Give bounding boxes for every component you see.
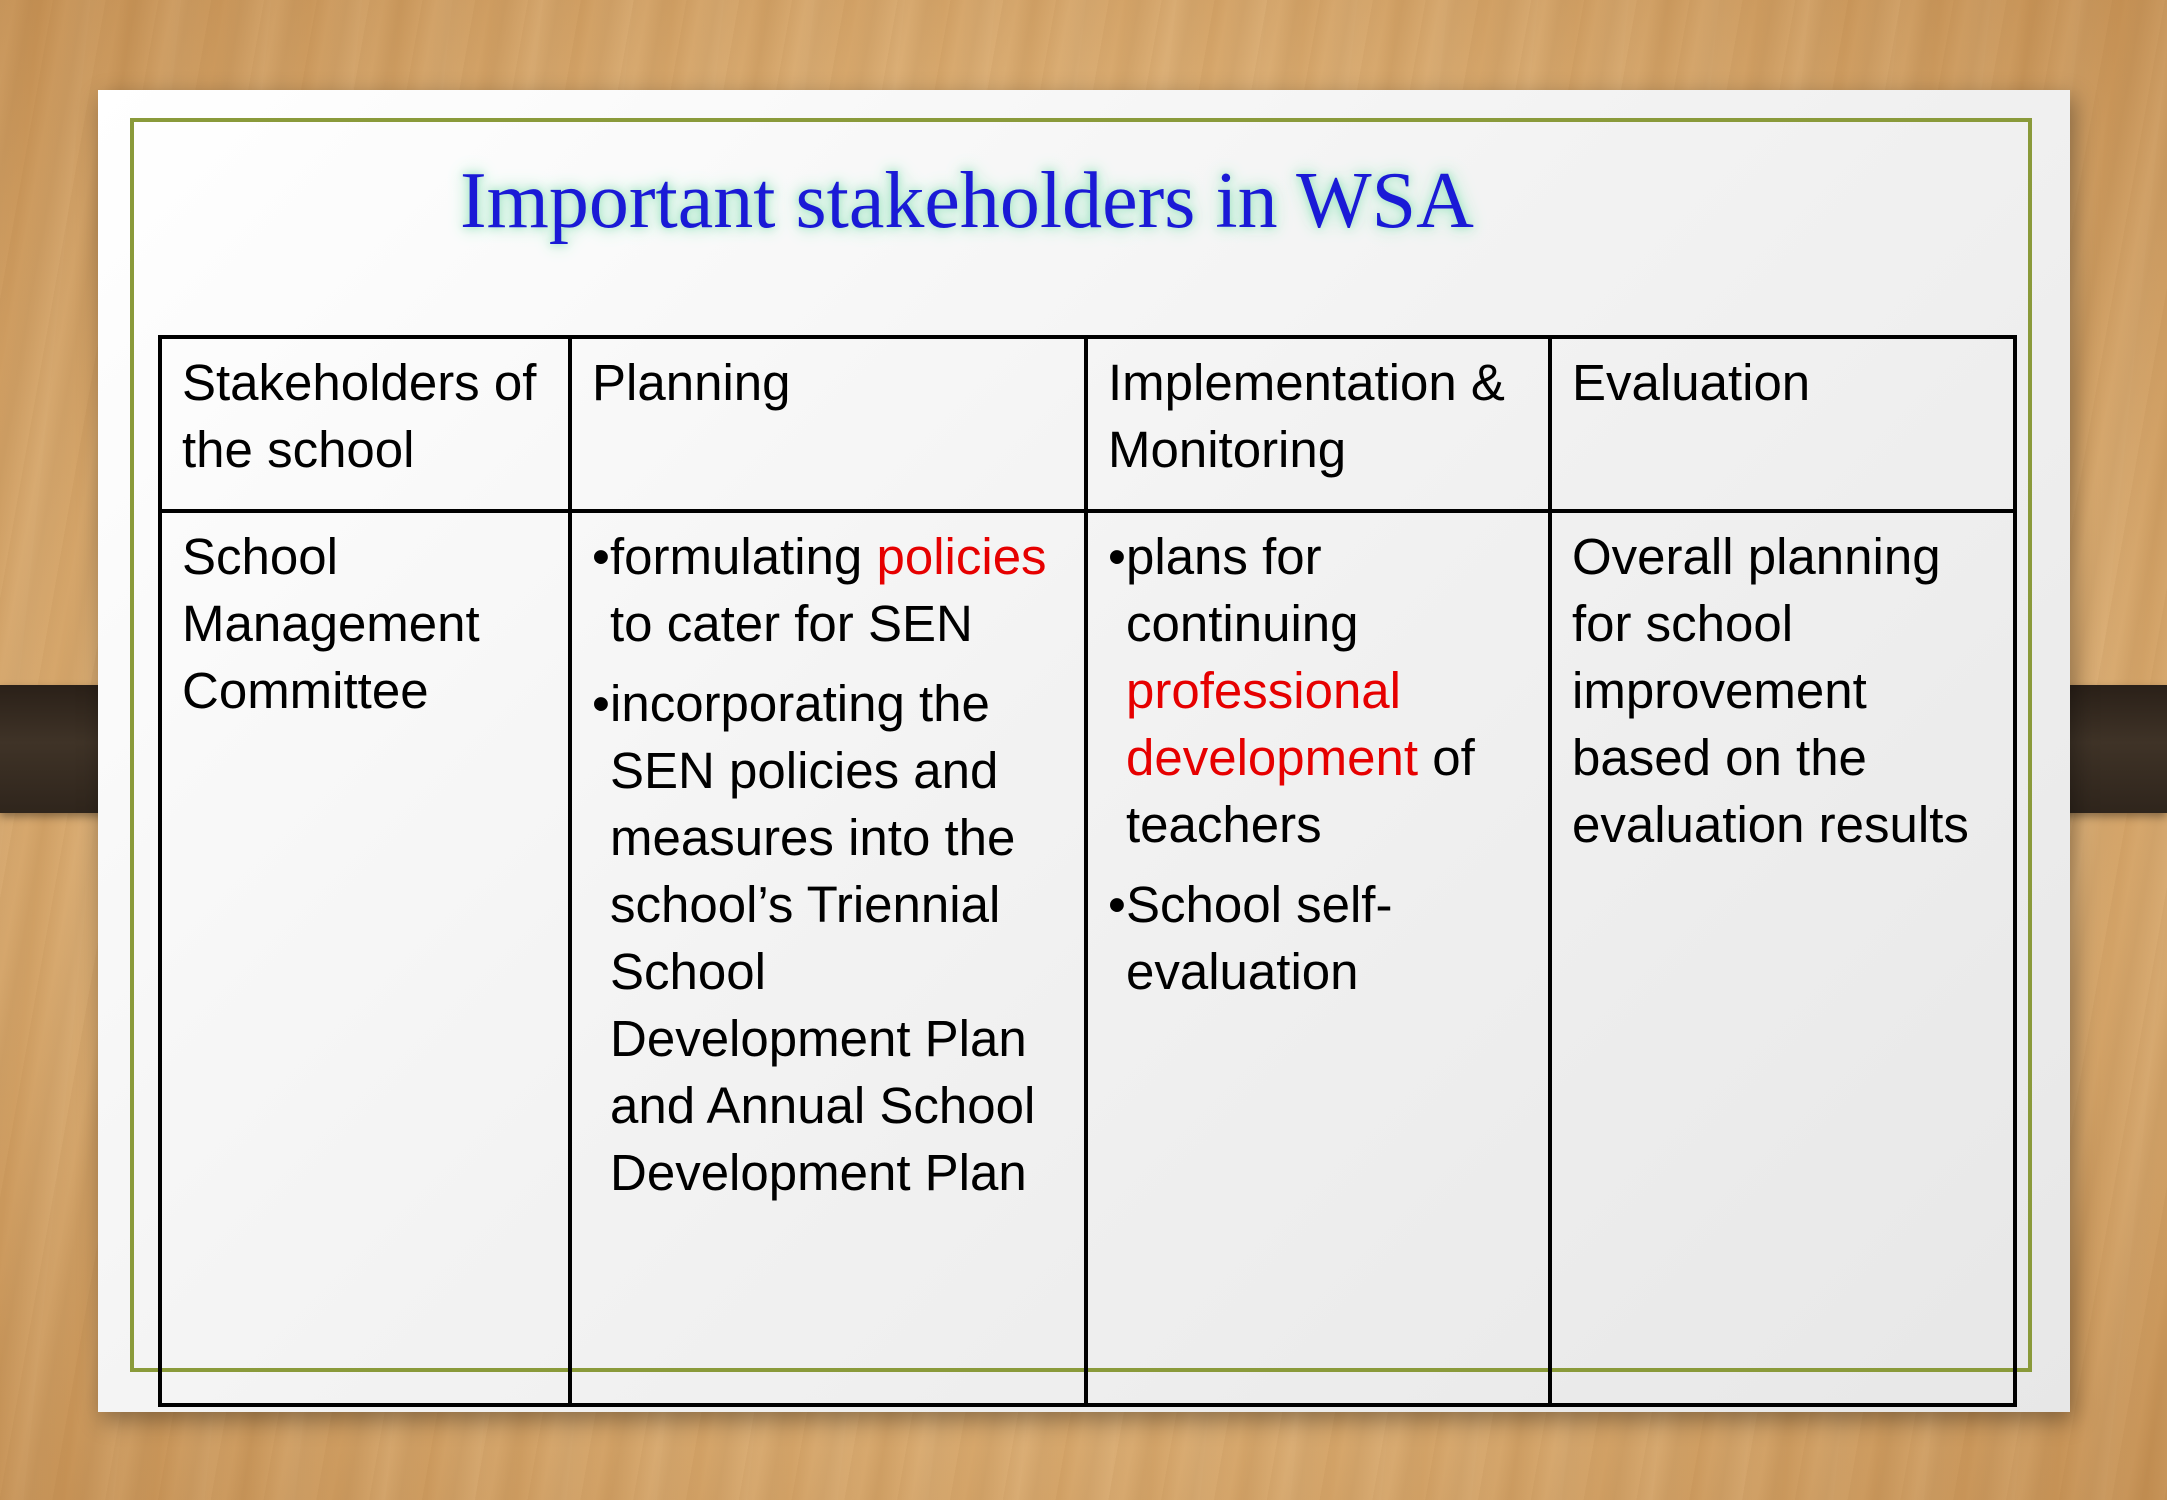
header-stakeholders: Stakeholders of the school [158, 335, 572, 513]
bullet-dot: • [592, 675, 610, 732]
implementation-item2-text: School self-evaluation [1126, 876, 1393, 1000]
table-row: School Management Committee • formulatin… [158, 509, 2017, 1407]
implementation-bullet-2: • School self-evaluation [1108, 871, 1528, 1005]
implementation-item1-text-end: of teachers [1126, 729, 1475, 853]
header-implementation-monitoring: Implementation & Monitoring [1084, 335, 1552, 513]
planning-bullet-2: • incorporating the SEN policies and mea… [592, 670, 1064, 1206]
planning-item1-highlight: policies [876, 528, 1047, 585]
slide-card: Important stakeholders in WSA Stakeholde… [98, 90, 2070, 1412]
bullet-dot: • [592, 528, 610, 585]
cell-implementation: • plans for continuing professional deve… [1084, 509, 1552, 1407]
stakeholders-table: Stakeholders of the school Planning Impl… [158, 335, 2017, 1407]
table-header-row: Stakeholders of the school Planning Impl… [158, 335, 2017, 513]
planning-item1-text-end: to cater for SEN [610, 595, 973, 652]
cell-stakeholder: School Management Committee [158, 509, 572, 1407]
header-evaluation: Evaluation [1548, 335, 2017, 513]
cell-evaluation: Overall planning for school improvement … [1548, 509, 2017, 1407]
header-planning: Planning [568, 335, 1088, 513]
bullet-dot: • [1108, 528, 1126, 585]
bullet-dot: • [1108, 876, 1126, 933]
planning-bullet-1: • formulating policies to cater for SEN [592, 523, 1064, 657]
implementation-bullet-1: • plans for continuing professional deve… [1108, 523, 1528, 858]
cell-planning: • formulating policies to cater for SEN … [568, 509, 1088, 1407]
planning-item1-text: formulating [610, 528, 877, 585]
implementation-item1-text: plans for continuing [1126, 528, 1359, 652]
slide-title: Important stakeholders in WSA [460, 157, 1474, 245]
implementation-item1-highlight: professional development [1126, 662, 1419, 786]
planning-item2-text: incorporating the SEN policies and measu… [610, 675, 1036, 1201]
